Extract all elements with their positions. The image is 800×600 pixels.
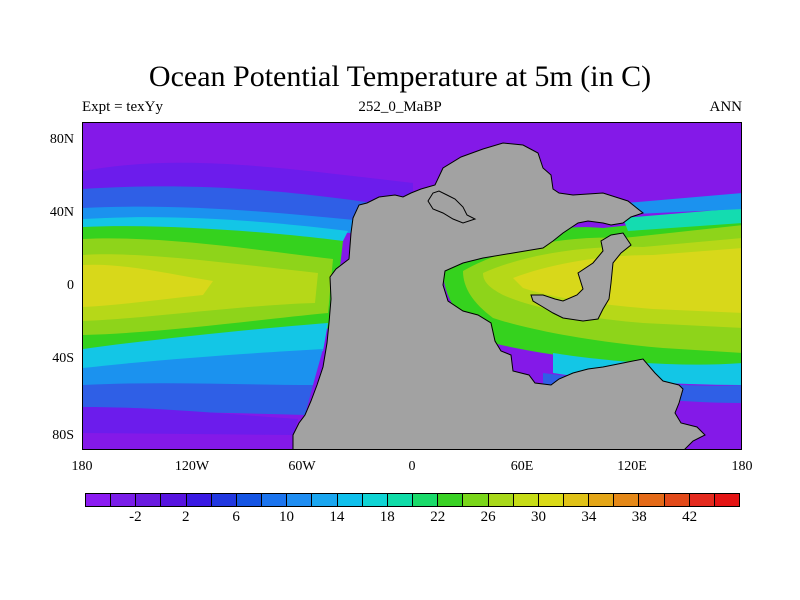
colorbar-swatch [85,493,112,507]
field-purple-s [83,407,298,435]
colorbar-label: 10 [279,509,295,525]
time-label: 252_0_MaBP [358,99,442,115]
colorbar-swatch [688,493,715,507]
colorbar-swatch [110,493,137,507]
lat-label-80s: 80S [52,428,74,443]
season-label: ANN [709,99,743,115]
colorbar-label: 42 [682,509,698,525]
colorbar-swatch [713,493,741,507]
lon-label-180w: 180 [71,459,93,474]
colorbar-swatch [487,493,514,507]
field-yellow-w [83,264,213,307]
field-blue-s [83,383,313,415]
field-lightblue-s [83,349,323,391]
temperature-map [82,122,742,450]
colorbar-swatch [638,493,665,507]
pangaea-main [292,142,706,449]
colorbar-swatch [412,493,439,507]
colorbar-label: 30 [530,509,546,525]
colorbar-swatch [537,493,564,507]
chart-title: Ocean Potential Temperature at 5m (in C) [148,60,652,93]
colorbar-swatch [336,493,363,507]
lat-label-80n: 80N [49,132,74,147]
lon-label-180e: 180 [731,459,753,474]
lon-label-60w: 60W [288,459,316,474]
experiment-label: Expt = texYy [82,99,163,115]
colorbar-label: 34 [581,509,597,525]
colorbar-swatch [613,493,640,507]
colorbar-swatch [135,493,162,507]
lon-label-60e: 60E [510,459,534,474]
colorbar-swatch [185,493,212,507]
colorbar-swatch [261,493,288,507]
colorbar-label: 38 [631,509,647,525]
colorbar-swatch [160,493,187,507]
northern-island [427,190,477,224]
field-teal-ne [623,208,741,231]
colorbar-label: 14 [329,509,345,525]
colorbar-swatch [286,493,313,507]
lon-label-120w: 120W [174,459,210,474]
lat-label-0: 0 [67,278,74,293]
lat-label-40n: 40N [49,205,74,220]
eastern-peninsula [530,232,632,322]
colorbar-swatch [386,493,414,507]
colorbar-swatch [462,493,489,507]
field-cyan-s [83,323,328,371]
lat-label-40s: 40S [52,351,74,366]
colorbar-swatch [437,493,464,507]
colorbar-swatch [210,493,237,507]
colorbar-swatch [235,493,263,507]
colorbar-label: 26 [480,509,496,525]
colorbar-label: -2 [129,509,142,525]
field-yellow-e [513,248,741,313]
lon-label-0: 0 [408,459,416,474]
colorbar-swatch [663,493,690,507]
colorbar-label: 22 [430,509,446,525]
colorbar-label: 6 [232,509,240,525]
lon-label-120e: 120E [617,459,647,474]
ocean-temperature-field [83,162,741,435]
colorbar-swatch [311,493,338,507]
colorbar-swatch [512,493,539,507]
map-svg [83,123,741,449]
colorbar-swatch [361,493,388,507]
colorbar [85,493,741,507]
colorbar-label: 18 [379,509,395,525]
colorbar-label: 2 [182,509,190,525]
colorbar-swatch [562,493,590,507]
colorbar-swatch [588,493,615,507]
land-masses [292,142,706,449]
